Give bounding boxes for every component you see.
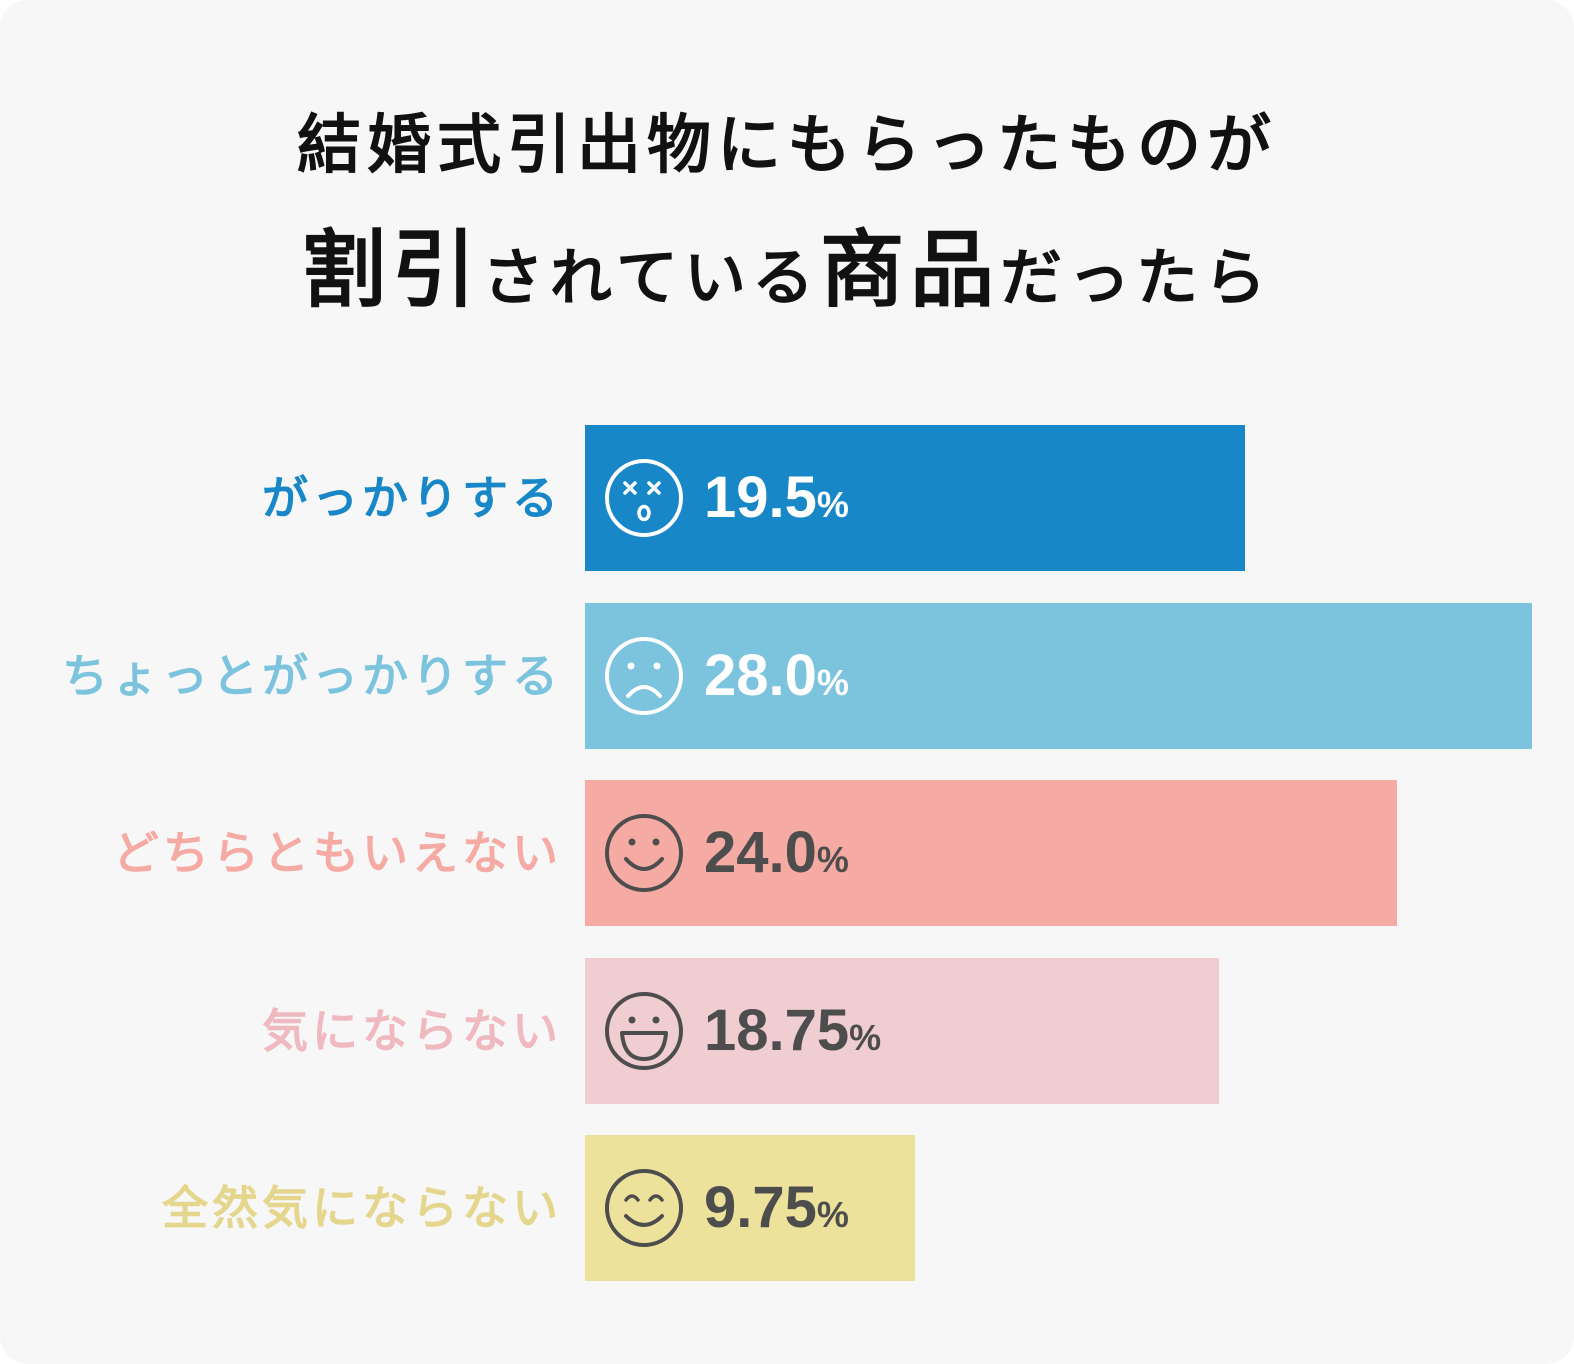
data-label-value: 28.0 — [704, 643, 817, 708]
bar — [585, 780, 1397, 926]
data-label-unit: % — [816, 1194, 849, 1235]
bar — [585, 603, 1532, 749]
data-label-value: 9.75 — [704, 1175, 817, 1240]
title-part-0: 割引 — [301, 221, 482, 319]
category-label: 全然気にならない — [162, 1181, 562, 1235]
data-label-value: 18.75 — [704, 998, 850, 1063]
data-label: 28.0% — [704, 603, 849, 749]
bar — [585, 958, 1219, 1104]
category-label: がっかりする — [262, 471, 562, 525]
data-label: 24.0% — [704, 780, 849, 926]
happy-face-icon — [602, 1166, 686, 1250]
category-label: 気にならない — [262, 1004, 562, 1058]
data-label-value: 24.0 — [704, 820, 817, 885]
data-label-unit: % — [816, 484, 849, 525]
data-label: 19.5% — [704, 425, 849, 571]
category-label: どちらともいえない — [112, 826, 562, 880]
sad-face-icon — [602, 634, 686, 718]
chart-title-line2: 割引されている商品だったら — [0, 222, 1574, 342]
title-part-2: 商品 — [820, 221, 1001, 319]
data-label-unit: % — [849, 1017, 882, 1058]
data-label: 9.75% — [704, 1135, 849, 1281]
chart-title-line1: 結婚式引出物にもらったものが — [297, 109, 1277, 183]
category-label: ちょっとがっかりする — [62, 649, 562, 703]
data-label-unit: % — [816, 839, 849, 880]
data-label-unit: % — [816, 662, 849, 703]
dizzy-face-icon — [602, 456, 686, 540]
grin-face-icon — [602, 989, 686, 1073]
bar — [585, 1135, 915, 1281]
smile-face-icon — [602, 811, 686, 895]
title-part-1: されている — [481, 241, 821, 314]
data-label-value: 19.5 — [704, 465, 817, 530]
data-label: 18.75% — [704, 958, 881, 1104]
title-part-3: だったら — [1000, 241, 1273, 314]
bar — [585, 425, 1245, 571]
